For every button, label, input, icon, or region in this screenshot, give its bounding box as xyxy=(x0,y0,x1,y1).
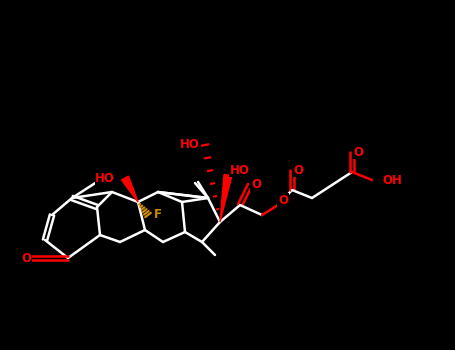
Text: HO: HO xyxy=(95,172,115,184)
Text: OH: OH xyxy=(382,174,402,187)
Text: HO: HO xyxy=(230,163,250,176)
Polygon shape xyxy=(220,174,232,222)
Text: O: O xyxy=(293,163,303,176)
Text: O: O xyxy=(353,146,363,159)
Text: F: F xyxy=(154,209,162,222)
Text: O: O xyxy=(21,252,31,265)
Text: HO: HO xyxy=(180,139,200,152)
Text: O: O xyxy=(251,178,261,191)
Polygon shape xyxy=(121,176,138,202)
Text: O: O xyxy=(278,194,288,206)
